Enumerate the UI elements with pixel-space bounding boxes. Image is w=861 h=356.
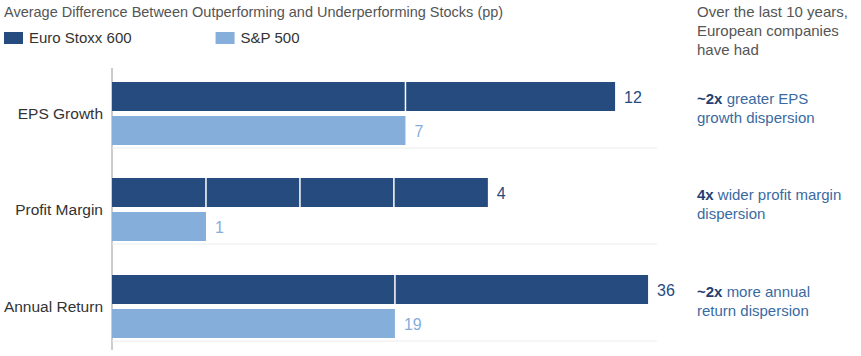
bars <box>112 275 648 338</box>
multiple-divider <box>299 178 301 207</box>
multiple-divider <box>205 178 207 207</box>
value-axis <box>112 148 657 149</box>
legend-label: S&P 500 <box>241 29 300 46</box>
bars <box>112 178 488 241</box>
bar <box>112 116 405 145</box>
legend-swatch <box>216 32 235 44</box>
category-label: Annual Return <box>4 298 103 315</box>
legend-swatch <box>4 32 23 44</box>
data-label: 19 <box>404 316 422 333</box>
annotation-emphasis: ~2x <box>697 283 722 300</box>
multiple-divider <box>393 178 395 207</box>
header-note: Over the last 10 years, European compani… <box>697 2 857 59</box>
data-label: 12 <box>624 89 642 106</box>
data-label: 36 <box>657 282 675 299</box>
annotation-emphasis: 4x <box>697 186 714 203</box>
annotation: ~2x greater EPS growth dispersion <box>697 89 847 127</box>
title: Average Difference Between Outperforming… <box>4 4 503 20</box>
legend-label: Euro Stoxx 600 <box>29 29 132 46</box>
multiple-divider <box>394 275 396 304</box>
bar <box>112 309 395 338</box>
category-label: EPS Growth <box>18 105 103 122</box>
value-axis <box>112 244 657 245</box>
annotation: 4x wider profit margin dispersion <box>697 185 847 223</box>
annotation-text: wider profit margin dispersion <box>697 186 841 222</box>
category-label: Profit Margin <box>15 201 103 218</box>
bar <box>112 212 206 241</box>
annotation-emphasis: ~2x <box>697 90 722 107</box>
annotation: ~2x more annual return dispersion <box>697 282 847 320</box>
bar <box>112 82 615 111</box>
data-label: 1 <box>215 219 224 236</box>
value-axis <box>112 341 657 342</box>
bar <box>112 275 648 304</box>
multiple-divider <box>405 82 407 111</box>
bars <box>112 82 615 145</box>
data-label: 7 <box>414 123 423 140</box>
data-label: 4 <box>497 185 506 202</box>
bar <box>112 178 488 207</box>
